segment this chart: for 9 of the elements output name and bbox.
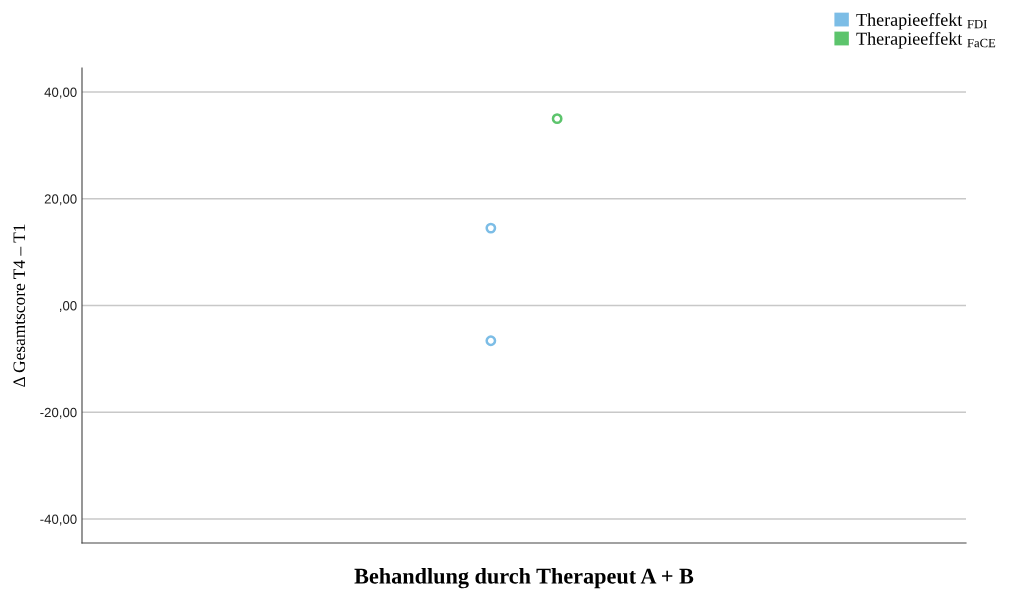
x-axis-title: Behandlung durch Therapeut A + B: [354, 568, 694, 589]
y-tick-label: 40,00: [44, 87, 77, 99]
y-tick-label: -40,00: [40, 514, 77, 526]
y-axis-title: Δ Gesamtscore T4 – T1: [13, 224, 26, 387]
y-tick-label: ,00: [59, 301, 77, 312]
legend-label: Therapieeffekt $_{FDI}$: [856, 13, 987, 30]
legend-label: Therapieeffekt $_{FaCE}$: [856, 31, 996, 49]
y-tick-label: 20,00: [44, 194, 77, 206]
y-tick-label: -20,00: [40, 407, 77, 419]
